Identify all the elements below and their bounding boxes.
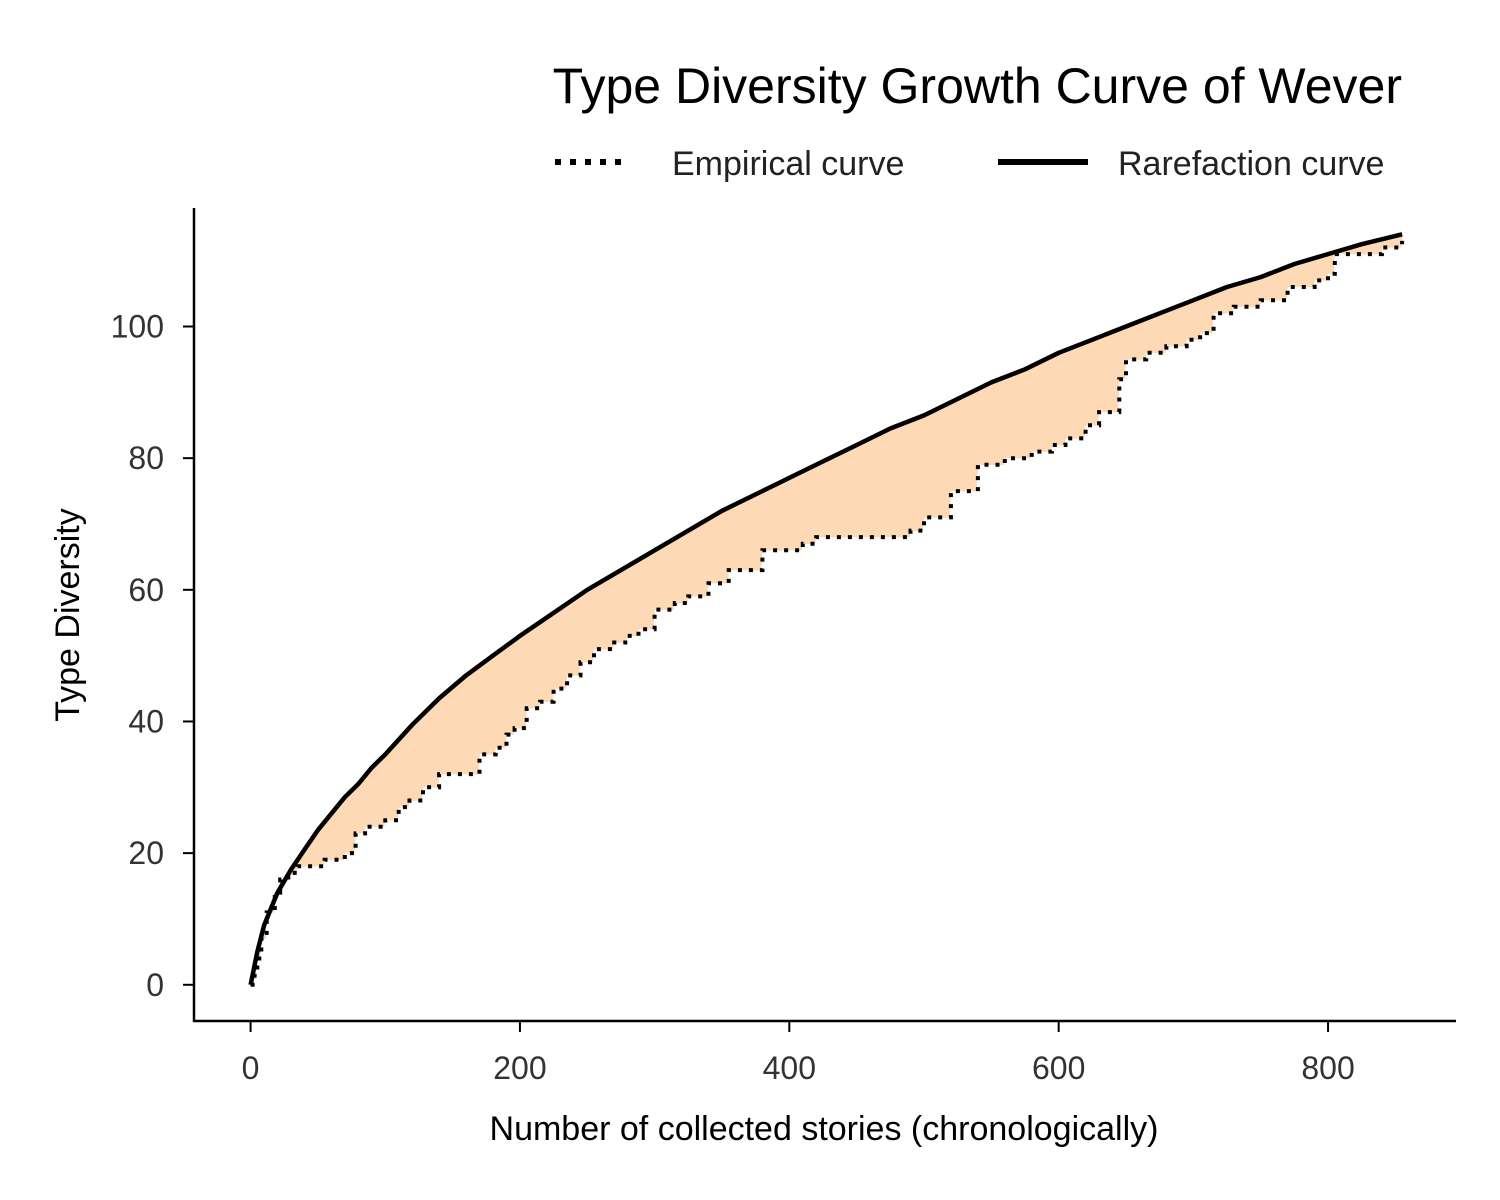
y-axis-label: Type Diversity (49, 508, 87, 722)
series-rarefaction-line (248, 232, 1403, 986)
x-ticks: 0 200 400 600 800 (242, 1021, 1355, 1086)
y-tick-label: 20 (128, 835, 164, 871)
y-tick-label: 100 (111, 308, 164, 344)
x-tick-label: 0 (242, 1050, 260, 1086)
series-empirical-line (250, 240, 1405, 987)
x-tick-label: 800 (1301, 1050, 1354, 1086)
y-tick-label: 0 (146, 967, 164, 1003)
legend: Empirical curve Rarefaction curve (555, 145, 1384, 183)
x-axis-label: Number of collected stories (chronologic… (490, 1110, 1159, 1148)
axes (192, 208, 1456, 1023)
legend-label-rarefaction: Rarefaction curve (1118, 145, 1384, 183)
y-tick-label: 80 (128, 440, 164, 476)
fill-region (288, 233, 1403, 876)
x-tick-label: 200 (493, 1050, 546, 1086)
legend-label-empirical: Empirical curve (672, 145, 904, 183)
x-tick-label: 400 (763, 1050, 816, 1086)
y-tick-label: 40 (128, 703, 164, 739)
x-tick-label: 600 (1032, 1050, 1085, 1086)
series-layer (248, 232, 1405, 987)
y-tick-label: 60 (128, 572, 164, 608)
y-ticks: 0 20 40 60 80 100 (111, 308, 194, 1003)
chart-title: Type Diversity Growth Curve of Wever (553, 58, 1402, 114)
fill-layer (250, 233, 1403, 986)
